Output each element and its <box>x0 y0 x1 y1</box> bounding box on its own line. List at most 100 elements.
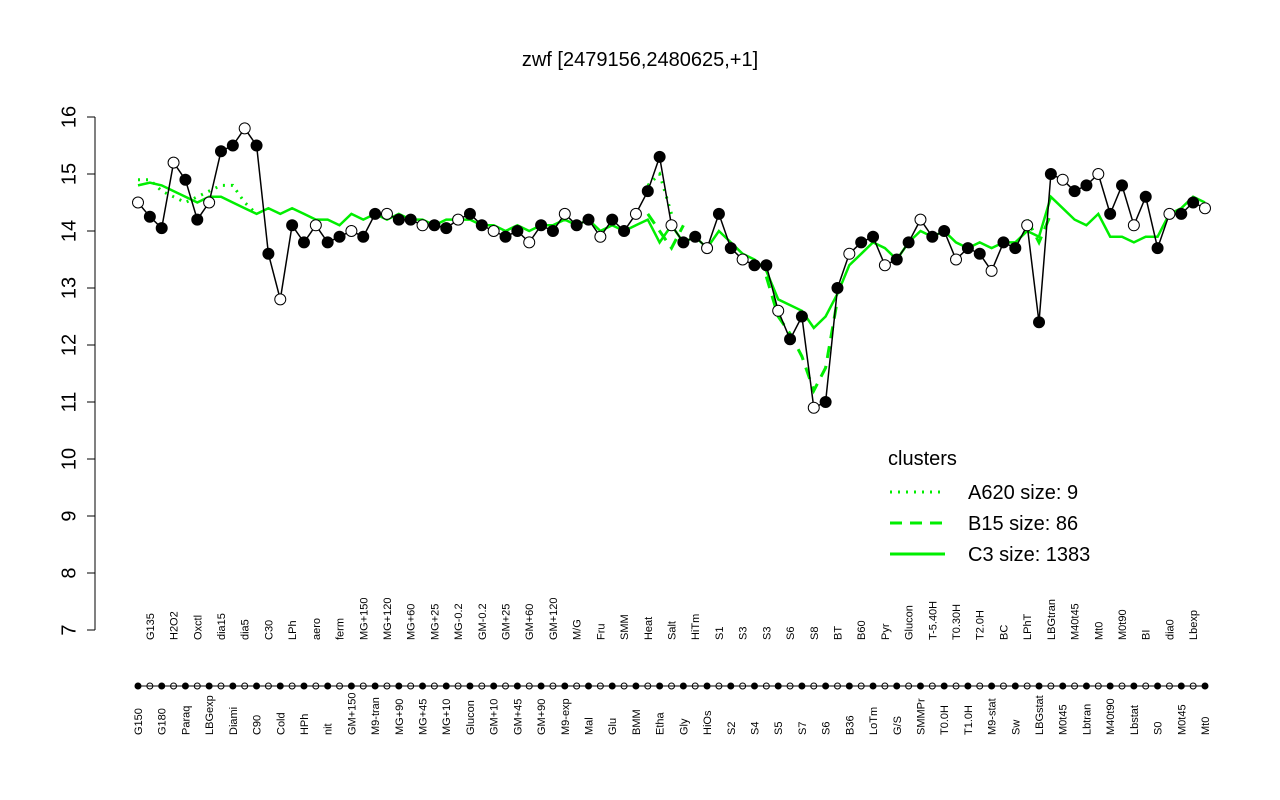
x-tick-label: T-5.40H <box>927 601 939 640</box>
data-point <box>463 207 476 220</box>
x-tick-label: dia15 <box>216 613 228 640</box>
data-point <box>1080 179 1093 192</box>
data-point <box>594 230 607 243</box>
data-point <box>653 150 666 163</box>
data-point <box>250 139 263 152</box>
y-tick-label: 8 <box>58 567 80 578</box>
x-tick-label: B60 <box>856 620 868 640</box>
data-point <box>878 259 891 272</box>
data-point <box>286 219 299 232</box>
x-tick-label: Sw <box>1010 720 1022 735</box>
data-point <box>1092 168 1105 180</box>
x-tick-label: GM+90 <box>536 699 548 735</box>
x-tick-label: S7 <box>797 722 809 735</box>
x-tick-label: Glu <box>607 718 619 735</box>
x-tick-label: S3 <box>761 627 773 640</box>
legend-title: clusters <box>888 448 957 470</box>
data-point <box>689 230 702 243</box>
legend-label: C3 size: 1383 <box>968 544 1090 566</box>
x-tick-label: M40t45 <box>1070 603 1082 640</box>
y-tick-label: 7 <box>58 624 80 635</box>
x-tick-label: Gly <box>678 718 690 735</box>
data-point <box>452 213 465 226</box>
data-point <box>262 247 275 260</box>
x-tick-label: LBGexp <box>204 695 216 735</box>
x-tick-label: dia5 <box>240 619 252 640</box>
x-tick-label: aero <box>311 618 323 640</box>
data-point <box>712 207 725 220</box>
data-point <box>606 213 619 226</box>
data-point <box>167 156 180 169</box>
data-point <box>677 236 690 249</box>
data-point <box>570 219 583 232</box>
chart-title: zwf [2479156,2480625,+1] <box>522 49 758 71</box>
data-point <box>191 213 204 226</box>
data-point <box>997 236 1010 249</box>
data-point <box>321 236 334 249</box>
x-tick-label: M40t90 <box>1105 698 1117 735</box>
x-tick-label: M/G <box>572 619 584 640</box>
y-tick-label: 9 <box>58 510 80 521</box>
x-tick-label: Glucon <box>465 700 477 735</box>
y-tick-label: 14 <box>58 220 80 242</box>
x-tick-label: GM+25 <box>501 604 513 640</box>
x-tick-label: T0.30H <box>951 604 963 640</box>
data-point <box>914 213 927 226</box>
data-point <box>618 225 631 237</box>
data-point <box>736 253 749 266</box>
data-point <box>440 222 453 235</box>
x-tick-label: Heat <box>643 617 655 640</box>
x-tick-label: Mt0 <box>1093 622 1105 640</box>
data-point <box>297 236 310 249</box>
data-point <box>357 230 370 243</box>
data-point <box>582 213 595 226</box>
data-point <box>1033 316 1046 329</box>
x-tick-label: S8 <box>809 627 821 640</box>
x-tick-label: BMM <box>631 709 643 735</box>
x-tick-label: MG+25 <box>429 604 441 640</box>
legend-label: B15 size: 86 <box>968 513 1078 535</box>
data-point <box>558 207 571 220</box>
data-point <box>1056 173 1069 186</box>
x-tick-label: M0t45 <box>1176 704 1188 735</box>
x-tick-label: HiTm <box>690 614 702 640</box>
data-point <box>416 219 429 232</box>
x-tick-label: HiOs <box>702 710 714 735</box>
data-point <box>1044 168 1057 180</box>
data-line <box>137 127 1206 409</box>
x-tick-label: M9-exp <box>560 698 572 735</box>
data-point <box>214 145 227 158</box>
data-point <box>1163 207 1176 220</box>
x-tick-label: Fru <box>595 624 607 641</box>
x-tick-label: G180 <box>157 708 169 735</box>
data-point <box>938 225 951 237</box>
data-point <box>701 242 714 255</box>
legend-label: A620 size: 9 <box>968 482 1078 504</box>
data-point <box>333 230 346 243</box>
x-tick-label: Glucon <box>904 605 916 640</box>
x-tick-label: Salt <box>667 621 679 640</box>
data-point <box>807 401 820 414</box>
x-tick-label: H2O2 <box>169 611 181 640</box>
data-point <box>546 225 559 237</box>
data-point <box>867 230 880 243</box>
data-point <box>1068 185 1081 198</box>
data-point <box>1175 207 1188 220</box>
x-tick-label: SMMPr <box>915 698 927 735</box>
x-tick-label: T0.0H <box>939 705 951 735</box>
x-tick-label: MG+150 <box>358 598 370 641</box>
data-point <box>511 225 524 237</box>
x-tick-label: MG+60 <box>406 604 418 640</box>
x-tick-label: Mt0 <box>1200 717 1212 735</box>
data-point <box>772 304 785 317</box>
x-tick-label: nit <box>323 723 335 735</box>
x-tick-label: MG+120 <box>382 598 394 641</box>
data-point <box>1151 242 1164 255</box>
data-point <box>1187 196 1200 209</box>
x-tick-label: M9-tran <box>370 697 382 735</box>
data-point <box>487 225 500 237</box>
data-point <box>641 185 654 198</box>
data-point <box>1139 190 1152 203</box>
data-point <box>155 222 168 235</box>
